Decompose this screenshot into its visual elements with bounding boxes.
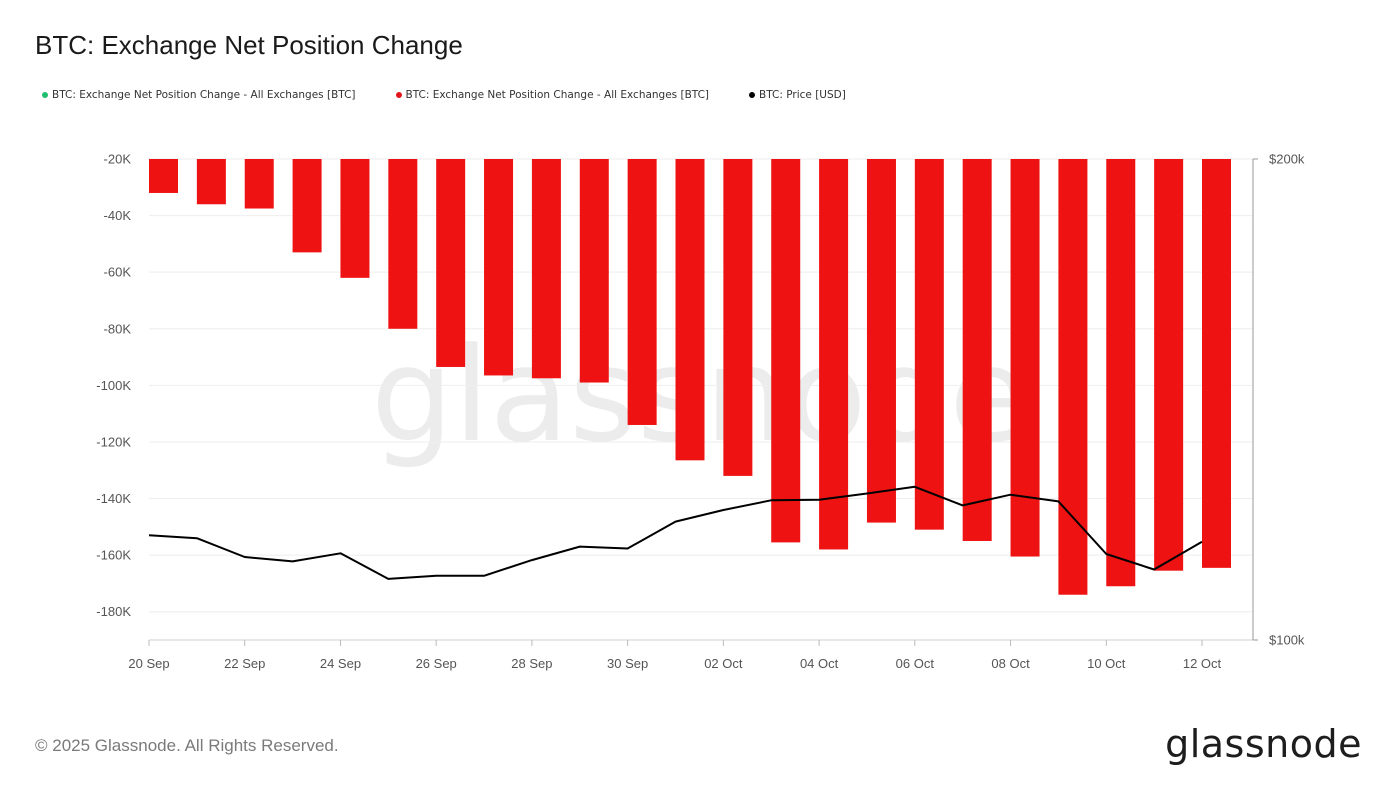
bar [866, 159, 896, 523]
legend-label: BTC: Exchange Net Position Change - All … [405, 89, 710, 101]
bar [1154, 159, 1184, 571]
copyright-text: © 2025 Glassnode. All Rights Reserved. [35, 736, 339, 755]
y-tick-label: -60K [104, 265, 132, 280]
x-tick-label: 10 Oct [1087, 656, 1126, 671]
bar [149, 159, 178, 193]
legend-item-green[interactable]: BTC: Exchange Net Position Change - All … [42, 89, 356, 101]
bar [244, 159, 274, 209]
bar [1010, 159, 1040, 557]
x-tick-label: 20 Sep [128, 656, 169, 671]
legend-dot-green [42, 92, 48, 98]
bar [531, 159, 561, 379]
bar [962, 159, 992, 541]
bar [627, 159, 657, 425]
legend-item-red[interactable]: BTC: Exchange Net Position Change - All … [395, 89, 710, 101]
legend: BTC: Exchange Net Position Change - All … [42, 89, 846, 101]
bar [196, 159, 226, 205]
x-tick-label: 02 Oct [704, 656, 743, 671]
legend-label: BTC: Price [USD] [759, 89, 846, 101]
right-tick-label: $100k [1269, 633, 1305, 648]
y-tick-label: -20K [104, 152, 132, 167]
chart-title: BTC: Exchange Net Position Change [35, 30, 463, 60]
bar [1058, 159, 1088, 595]
x-tick-label: 08 Oct [991, 656, 1030, 671]
x-tick-label: 22 Sep [224, 656, 265, 671]
bar [723, 159, 753, 476]
price-line [148, 485, 1203, 580]
bar [579, 159, 609, 383]
bar [340, 159, 370, 278]
bar [292, 159, 322, 253]
bar [914, 159, 944, 530]
bar [1106, 159, 1136, 587]
y-tick-label: -80K [104, 321, 132, 336]
bar [771, 159, 801, 543]
y-tick-label: -100K [96, 378, 131, 393]
legend-dot-black [749, 92, 756, 98]
legend-item-price[interactable]: BTC: Price [USD] [749, 89, 846, 101]
y-tick-label: -40K [104, 208, 132, 223]
bar [436, 159, 466, 367]
glassnode-logo: glassnode [1165, 722, 1362, 766]
y-tick-label: -120K [96, 434, 131, 449]
bar [1202, 159, 1231, 568]
y-tick-label: -140K [96, 491, 131, 506]
y-tick-label: -160K [96, 548, 131, 563]
legend-dot-red [395, 92, 402, 98]
x-tick-label: 04 Oct [800, 656, 839, 671]
x-tick-label: 30 Sep [607, 656, 648, 671]
x-tick-label: 26 Sep [416, 656, 457, 671]
y-tick-label: -180K [96, 604, 131, 619]
x-tick-label: 28 Sep [511, 656, 552, 671]
x-tick-label: 24 Sep [320, 656, 361, 671]
x-tick-label: 12 Oct [1183, 656, 1222, 671]
bar [819, 159, 849, 550]
x-tick-label: 06 Oct [896, 656, 935, 671]
bar [675, 159, 705, 461]
bar [484, 159, 514, 376]
right-tick-label: $200k [1269, 152, 1305, 167]
bar [388, 159, 418, 329]
legend-label: BTC: Exchange Net Position Change - All … [52, 89, 356, 101]
